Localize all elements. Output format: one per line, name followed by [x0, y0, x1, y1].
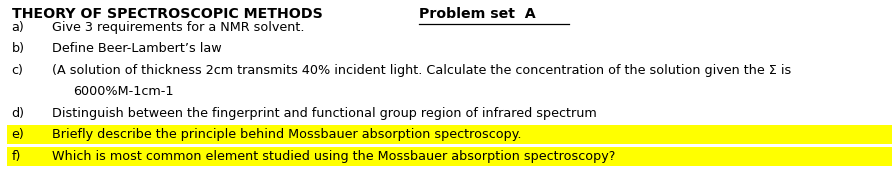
Text: b): b) — [12, 42, 25, 55]
Text: Define Beer-Lambert’s law: Define Beer-Lambert’s law — [52, 42, 222, 55]
Text: Briefly describe the principle behind Mossbauer absorption spectroscopy.: Briefly describe the principle behind Mo… — [52, 128, 521, 141]
Text: e): e) — [12, 128, 24, 141]
Text: 6000%M-1cm-1: 6000%M-1cm-1 — [73, 85, 173, 98]
Text: a): a) — [12, 21, 24, 34]
Text: (A solution of thickness 2cm transmits 40% incident light. Calculate the concent: (A solution of thickness 2cm transmits 4… — [52, 64, 791, 77]
Text: d): d) — [12, 107, 25, 120]
Text: Distinguish between the fingerprint and functional group region of infrared spec: Distinguish between the fingerprint and … — [52, 107, 596, 120]
Text: f): f) — [12, 150, 21, 163]
Text: THEORY OF SPECTROSCOPIC METHODS: THEORY OF SPECTROSCOPIC METHODS — [12, 7, 327, 21]
Bar — [7, 147, 892, 166]
Bar — [7, 125, 892, 144]
Text: c): c) — [12, 64, 23, 77]
Text: Problem set  A: Problem set A — [419, 7, 536, 21]
Text: Give 3 requirements for a NMR solvent.: Give 3 requirements for a NMR solvent. — [52, 21, 304, 34]
Text: Which is most common element studied using the Mossbauer absorption spectroscopy: Which is most common element studied usi… — [52, 150, 615, 163]
